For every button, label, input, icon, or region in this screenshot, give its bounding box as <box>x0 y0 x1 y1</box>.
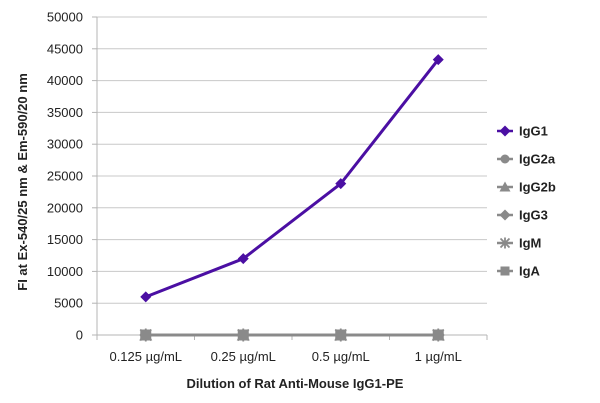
data-point <box>335 329 347 341</box>
legend: IgG1 IgG2a IgG2b IgG3 IgM IgA <box>497 124 556 279</box>
legend-item-igg1: IgG1 <box>497 124 548 139</box>
y-tick-label: 35000 <box>47 105 83 120</box>
y-tick-label: 20000 <box>47 200 83 215</box>
x-tick-label: 1 µg/mL <box>415 349 462 364</box>
y-tick-label: 5000 <box>54 296 83 311</box>
x-axis-title: Dilution of Rat Anti-Mouse IgG1-PE <box>187 376 404 391</box>
legend-marker <box>499 209 511 221</box>
series-line <box>145 58 440 299</box>
x-axis-ticks: 0.125 µg/mL 0.25 µg/mL 0.5 µg/mL 1 µg/mL <box>109 349 461 364</box>
legend-label: IgG1 <box>519 124 548 139</box>
series-igg2a <box>140 329 444 341</box>
y-tick-label: 10000 <box>47 264 83 279</box>
legend-label: IgG3 <box>519 208 548 223</box>
y-tick-label: 50000 <box>47 10 83 25</box>
data-point <box>237 329 249 341</box>
x-tick-label: 0.5 µg/mL <box>312 349 370 364</box>
series-group <box>139 54 445 342</box>
axes <box>92 16 488 340</box>
legend-marker <box>500 154 510 164</box>
legend-marker <box>499 125 511 137</box>
data-point <box>335 178 347 190</box>
gridlines <box>97 16 487 304</box>
y-tick-label: 25000 <box>47 169 83 184</box>
legend-item-igg3: IgG3 <box>497 208 548 223</box>
legend-item-iga: IgA <box>497 264 541 279</box>
legend-item-igg2a: IgG2a <box>497 152 556 167</box>
legend-item-igm: IgM <box>497 236 541 251</box>
y-tick-label: 40000 <box>47 73 83 88</box>
x-tick-label: 0.125 µg/mL <box>109 349 182 364</box>
data-point <box>140 291 152 303</box>
data-point <box>237 253 249 265</box>
y-tick-label: 30000 <box>47 137 83 152</box>
y-tick-label: 0 <box>76 328 83 343</box>
legend-label: IgM <box>519 236 541 251</box>
legend-item-igg2b: IgG2b <box>497 180 556 195</box>
y-tick-label: 45000 <box>47 41 83 56</box>
legend-label: IgG2a <box>519 152 556 167</box>
data-point <box>432 54 444 66</box>
y-tick-label: 15000 <box>47 232 83 247</box>
legend-marker <box>500 266 510 276</box>
legend-label: IgA <box>519 264 541 279</box>
legend-marker <box>499 237 511 249</box>
legend-marker <box>499 181 511 192</box>
data-point <box>432 329 444 341</box>
series-igg1 <box>140 54 444 303</box>
y-axis-ticks: 0 5000 10000 15000 20000 25000 30000 35000 40000… <box>47 10 83 343</box>
legend-label: IgG2b <box>519 180 556 195</box>
x-tick-label: 0.25 µg/mL <box>211 349 276 364</box>
data-point <box>140 329 152 341</box>
y-axis-title: FI at Ex-540/25 nm & Em-590/20 nm <box>15 73 30 290</box>
